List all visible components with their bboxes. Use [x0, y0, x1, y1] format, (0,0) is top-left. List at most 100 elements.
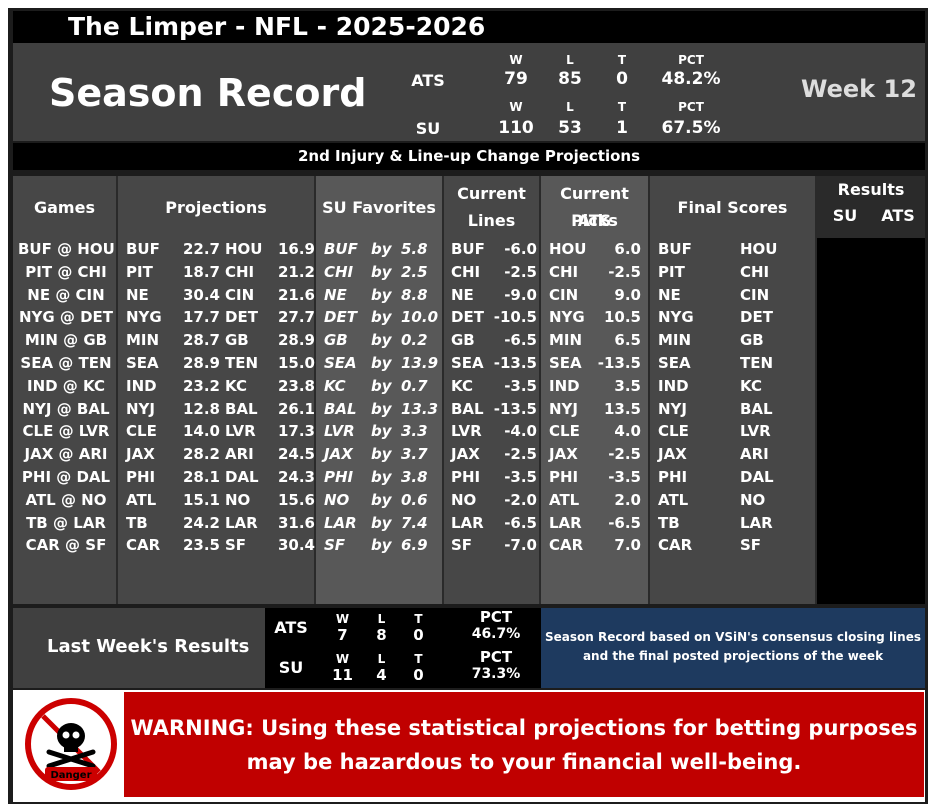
- fav-margin: 0.2: [401, 331, 428, 350]
- proj-away-score: 24.2: [182, 513, 220, 532]
- table-row: MIN @ GB MIN 28.7 GB 28.9 GB by 0.2 GB -6.5 MIN 6.5…: [13, 329, 925, 352]
- ats-label: ATS: [411, 71, 445, 90]
- fav-by: by: [371, 513, 392, 532]
- proj-home-team: LAR: [225, 513, 258, 532]
- line-team: NE: [451, 285, 474, 304]
- game-cell: PHI @ DAL: [21, 468, 111, 486]
- pick-line: 6.0: [614, 240, 641, 258]
- fav-team: LAR: [324, 513, 357, 532]
- game-cell: CLE @ LVR: [22, 422, 110, 441]
- proj-home-score: 17.3: [277, 422, 315, 441]
- warning-text: WARNING: Using these statistical project…: [130, 716, 918, 774]
- table-row: TB @ LAR TB 24.2 LAR 31.6 LAR by 7.4 LAR -6.5 LAR -…: [13, 512, 925, 535]
- line-value: -7.0: [504, 536, 537, 555]
- final-away-team: CAR: [658, 536, 693, 555]
- proj-away-score: 15.1: [182, 490, 220, 509]
- line-value: -4.0: [504, 422, 537, 441]
- pick-team: LAR: [549, 513, 582, 532]
- proj-away-score: 28.9: [182, 354, 220, 372]
- proj-away-team: CAR: [126, 536, 161, 555]
- pick-team: IND: [549, 376, 580, 395]
- line-team: GB: [451, 331, 475, 350]
- season-record-note: Season Record based on VSiN's consensus …: [541, 608, 925, 688]
- final-away-team: JAX: [658, 445, 687, 464]
- line-value: -13.5: [493, 354, 537, 372]
- proj-away-score: 28.1: [182, 468, 220, 486]
- line-team: BAL: [451, 399, 484, 418]
- current-lines-column: Current Lines: [444, 176, 539, 604]
- pick-line: -6.5: [608, 513, 641, 532]
- pick-line: 13.5: [603, 399, 641, 418]
- proj-away-team: BUF: [126, 240, 160, 258]
- lw-su-w-header: W: [335, 652, 350, 666]
- game-cell: CAR @ SF: [25, 536, 107, 555]
- final-away-team: MIN: [658, 331, 692, 350]
- fav-margin: 8.8: [401, 285, 428, 304]
- pick-team: HOU: [549, 240, 587, 258]
- danger-label: Danger: [50, 770, 91, 781]
- line-value: -3.5: [504, 376, 537, 395]
- proj-home-score: 15.6: [277, 490, 315, 509]
- pick-team: CHI: [549, 262, 579, 281]
- pick-line: -2.5: [608, 445, 641, 464]
- fav-by: by: [371, 376, 392, 395]
- fav-team: PHI: [324, 468, 354, 486]
- pick-team: PHI: [549, 468, 579, 486]
- line-value: -6.0: [504, 240, 537, 258]
- proj-away-score: 14.0: [182, 422, 220, 441]
- fav-by: by: [371, 490, 392, 509]
- ats-l-header: L: [566, 53, 574, 67]
- fav-margin: 2.5: [401, 262, 428, 281]
- game-cell: NE @ CIN: [27, 285, 105, 304]
- line-team: NO: [451, 490, 477, 509]
- fav-team: LVR: [324, 422, 355, 441]
- proj-away-team: JAX: [126, 445, 155, 464]
- fav-team: GB: [324, 331, 348, 350]
- fav-team: DET: [324, 308, 357, 327]
- proj-home-team: HOU: [225, 240, 263, 258]
- proj-away-score: 18.7: [182, 262, 220, 281]
- line-value: -2.5: [504, 445, 537, 464]
- proj-away-team: NE: [126, 285, 149, 304]
- final-away-team: BUF: [658, 240, 692, 258]
- proj-home-score: 24.5: [277, 445, 315, 464]
- final-home-team: ARI: [740, 445, 769, 464]
- fav-margin: 10.0: [401, 308, 439, 327]
- lw-su-pct-header: PCT: [479, 648, 513, 666]
- su-pct-header: PCT: [678, 100, 704, 114]
- fav-margin: 3.8: [401, 468, 428, 486]
- projections-subtitle: 2nd Injury & Line-up Change Projections: [13, 143, 925, 170]
- fav-by: by: [371, 445, 392, 464]
- table-row: PHI @ DAL PHI 28.1 DAL 24.3 PHI by 3.8 PHI -3.5 PH…: [13, 466, 925, 489]
- fav-margin: 0.7: [401, 376, 428, 395]
- fav-by: by: [371, 399, 392, 418]
- proj-away-score: 23.5: [182, 536, 220, 555]
- results-header: Results: [837, 180, 905, 199]
- proj-away-team: NYG: [126, 308, 162, 327]
- fav-margin: 3.3: [401, 422, 428, 441]
- fav-by: by: [371, 536, 392, 555]
- results-su-header: SU: [832, 206, 858, 225]
- proj-home-score: 21.6: [277, 285, 315, 304]
- proj-home-score: 26.1: [277, 399, 315, 418]
- lw-su-t-value: 0: [413, 666, 424, 684]
- su-pct-value: 67.5%: [661, 118, 721, 138]
- su-favorites-header: SU Favorites: [322, 198, 436, 217]
- pick-team: JAX: [549, 445, 578, 464]
- lw-ats-w-value: 7: [337, 626, 348, 644]
- proj-away-team: ATL: [126, 490, 157, 509]
- final-home-team: HOU: [740, 240, 778, 258]
- final-home-team: CHI: [740, 262, 770, 281]
- week-label: Week 12: [801, 75, 917, 103]
- lw-ats-t-value: 0: [413, 626, 424, 644]
- final-home-team: LVR: [740, 422, 771, 441]
- final-home-team: DAL: [740, 468, 774, 486]
- line-team: LVR: [451, 422, 482, 441]
- proj-home-score: 30.4: [277, 536, 315, 555]
- line-team: BUF: [451, 240, 485, 258]
- lw-ats-label: ATS: [274, 618, 308, 637]
- lw-su-l-value: 4: [376, 666, 387, 684]
- game-cell: NYJ @ BAL: [22, 399, 110, 418]
- proj-home-score: 24.3: [277, 468, 315, 486]
- line-value: -6.5: [504, 513, 537, 532]
